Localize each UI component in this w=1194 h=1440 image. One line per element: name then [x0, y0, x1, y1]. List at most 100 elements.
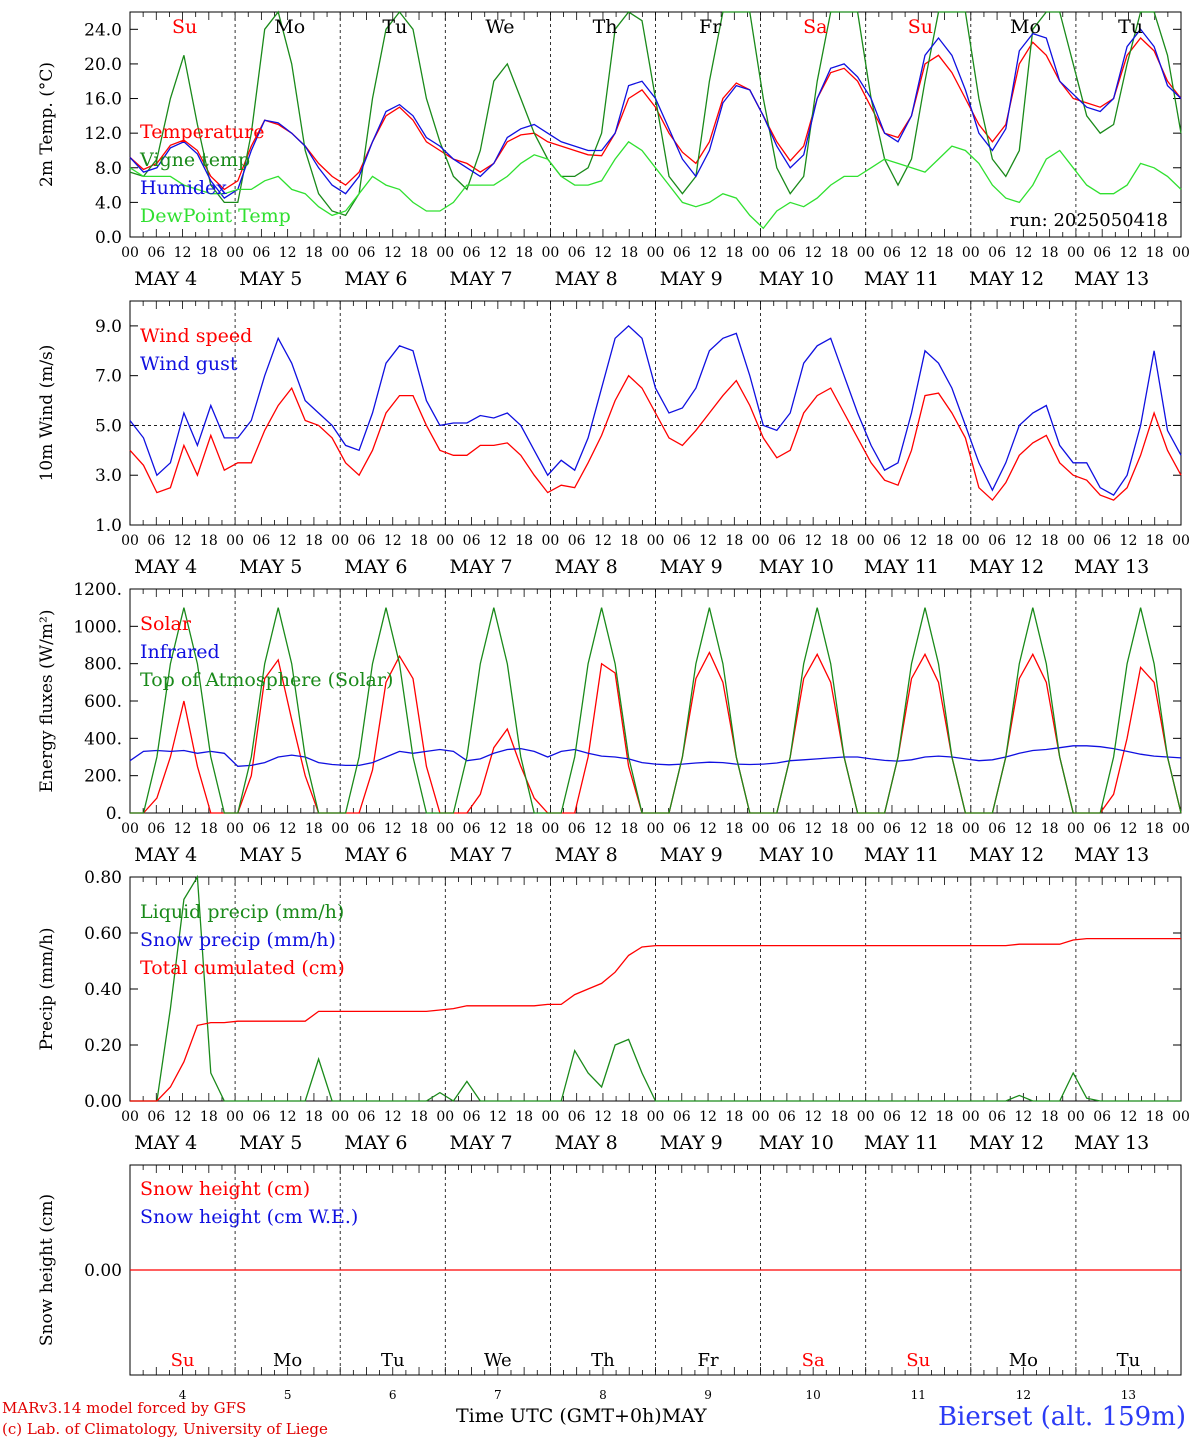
hour-tick-label: 00: [962, 821, 980, 837]
hour-tick-label: 18: [410, 821, 428, 837]
hour-tick-label: 00: [647, 533, 665, 549]
hour-tick-label: 00: [226, 245, 244, 261]
hour-tick-label: 18: [725, 1109, 743, 1125]
hour-tick-label: 00: [541, 1109, 559, 1125]
date-label: MAY 11: [864, 844, 939, 866]
date-label: MAY 8: [555, 1132, 618, 1154]
hour-tick-label: 18: [1146, 821, 1164, 837]
hour-tick-label: 12: [279, 245, 297, 261]
y-axis-label: Energy fluxes (W/m²): [37, 610, 57, 793]
hour-tick-label: 18: [831, 245, 849, 261]
hour-tick-label: 06: [778, 533, 796, 549]
hour-tick-label: 00: [857, 245, 875, 261]
y-tick-label: 1000.: [73, 617, 122, 637]
day-name-top: Mo: [1010, 16, 1041, 38]
hour-tick-label: 06: [988, 821, 1006, 837]
hour-tick-label: 06: [463, 821, 481, 837]
hour-tick-label: 12: [594, 245, 612, 261]
y-tick-label: 7.0: [95, 367, 122, 387]
hour-tick-label: 00: [436, 821, 454, 837]
hour-tick-label: 12: [174, 533, 192, 549]
y-tick-label: 20.0: [84, 55, 122, 75]
hour-tick-label: 00: [1067, 821, 1085, 837]
hour-tick-label: 18: [620, 821, 638, 837]
legend-entry: DewPoint Temp: [140, 205, 291, 227]
hour-tick-label: 00: [1067, 533, 1085, 549]
day-number: 12: [1016, 1388, 1031, 1402]
y-tick-label: 0.: [106, 804, 122, 824]
day-number: 7: [494, 1388, 502, 1402]
day-number: 10: [806, 1388, 821, 1402]
y-tick-label: 1.0: [95, 516, 122, 536]
hour-tick-label: 06: [147, 245, 165, 261]
hour-tick-label: 12: [1120, 533, 1138, 549]
station-label: Bierset (alt. 159m): [937, 1402, 1186, 1432]
hour-tick-label: 18: [200, 533, 218, 549]
hour-tick-label: 06: [673, 533, 691, 549]
hour-tick-label: 12: [909, 821, 927, 837]
hour-tick-label: 18: [305, 245, 323, 261]
hour-tick-label: 12: [1014, 1109, 1032, 1125]
hour-tick-label: 12: [594, 533, 612, 549]
hour-tick-label: 00: [962, 1109, 980, 1125]
date-label: MAY 6: [344, 556, 407, 578]
hour-tick-label: 12: [384, 533, 402, 549]
series-line-total-cumulated-cm: [130, 937, 1181, 1102]
day-name-top: Fr: [699, 16, 722, 38]
hour-tick-label: 00: [1067, 1109, 1085, 1125]
series-line-liquid-precip-mm-h: [130, 874, 1181, 1102]
hour-tick-label: 00: [962, 245, 980, 261]
legend-entry: Liquid precip (mm/h): [140, 901, 344, 923]
hour-tick-label: 12: [804, 1109, 822, 1125]
date-label: MAY 5: [239, 268, 302, 290]
hour-tick-label: 00: [331, 245, 349, 261]
hour-tick-label: 12: [279, 1109, 297, 1125]
day-name-top: Tu: [382, 16, 407, 38]
legend-entry: Snow height (cm): [140, 1178, 310, 1200]
day-name-top: Su: [172, 16, 197, 38]
hour-tick-label: 00: [226, 821, 244, 837]
hour-tick-label: 18: [620, 1109, 638, 1125]
hour-tick-label: 12: [384, 245, 402, 261]
legend-entry: Humidex: [140, 177, 227, 199]
day-name-top: Th: [593, 16, 618, 38]
date-label: MAY 13: [1074, 556, 1149, 578]
hour-tick-label: 06: [147, 1109, 165, 1125]
hour-tick-label: 00: [857, 821, 875, 837]
hour-tick-label: 00: [331, 1109, 349, 1125]
hour-tick-label: 06: [778, 821, 796, 837]
hour-tick-label: 00: [647, 245, 665, 261]
hour-tick-label: 12: [594, 1109, 612, 1125]
hour-tick-label: 06: [463, 1109, 481, 1125]
hour-tick-label: 00: [1172, 245, 1190, 261]
date-label: MAY 6: [344, 844, 407, 866]
date-label: MAY 10: [759, 556, 834, 578]
y-tick-label: 12.0: [84, 124, 122, 144]
day-name-bottom: Tu: [381, 1350, 405, 1371]
hour-tick-label: 12: [279, 533, 297, 549]
hour-tick-label: 18: [936, 1109, 954, 1125]
hour-tick-label: 00: [121, 245, 139, 261]
hour-tick-label: 00: [752, 533, 770, 549]
legend-entry: Solar: [140, 613, 192, 635]
y-tick-label: 0.00: [84, 1261, 122, 1281]
x-axis-title: Time UTC (GMT+0h)MAY: [456, 1405, 707, 1427]
hour-tick-label: 06: [988, 245, 1006, 261]
hour-tick-label: 18: [1146, 533, 1164, 549]
hour-tick-label: 12: [384, 1109, 402, 1125]
x-axis-label: Time UTC (GMT+0h): [456, 1405, 662, 1427]
hour-tick-label: 12: [1014, 821, 1032, 837]
hour-tick-label: 00: [226, 1109, 244, 1125]
day-name-bottom: Th: [591, 1350, 615, 1371]
hour-tick-label: 00: [647, 821, 665, 837]
date-label: MAY 4: [134, 1132, 197, 1154]
date-label: MAY 5: [239, 556, 302, 578]
model-credit: MARv3.14 model forced by GFS: [2, 1399, 247, 1417]
y-tick-label: 0.20: [84, 1036, 122, 1056]
y-axis-label: 10m Wind (m/s): [37, 345, 57, 482]
date-label: MAY 13: [1074, 268, 1149, 290]
hour-tick-label: 06: [673, 1109, 691, 1125]
series-line-top-of-atmosphere-solar: [130, 607, 1182, 814]
date-label: MAY 7: [449, 556, 512, 578]
hour-tick-label: 18: [200, 821, 218, 837]
